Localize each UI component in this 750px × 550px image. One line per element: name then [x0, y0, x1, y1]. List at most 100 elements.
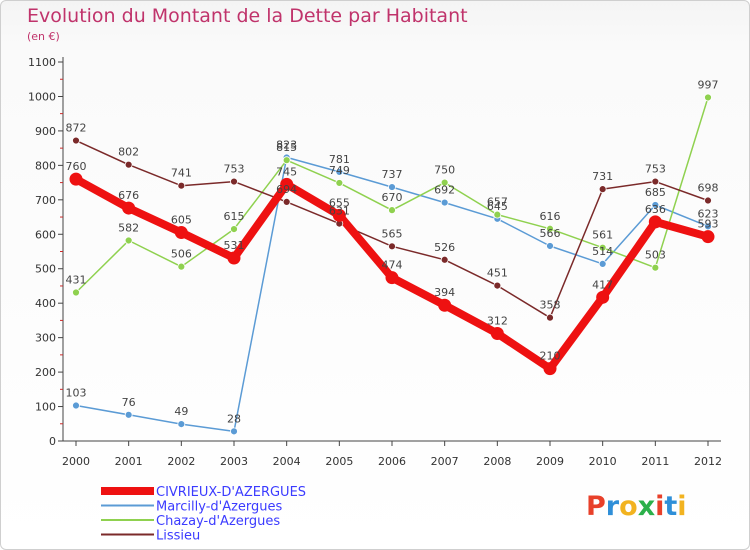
data-label: 676 [118, 189, 139, 202]
data-point [493, 210, 502, 219]
data-label: 802 [118, 146, 139, 159]
data-label: 394 [434, 286, 455, 299]
x-tick-label: 2007 [431, 455, 459, 468]
y-tick-label: 900 [35, 125, 56, 138]
data-point [385, 271, 399, 285]
y-tick-label: 600 [35, 228, 56, 241]
data-label: 417 [592, 278, 613, 291]
logo-letter: i [655, 491, 665, 522]
data-point [598, 260, 607, 268]
data-point [332, 208, 346, 222]
x-tick-label: 2006 [378, 455, 406, 468]
data-point [174, 226, 188, 240]
logo-letter: r [605, 491, 620, 522]
data-point [598, 243, 607, 252]
data-label: 737 [382, 168, 403, 181]
data-label: 605 [171, 214, 192, 227]
data-point [335, 168, 344, 176]
y-tick-label: 700 [35, 194, 56, 207]
data-label: 49 [174, 405, 188, 418]
data-label: 749 [329, 164, 350, 177]
data-point [651, 201, 660, 209]
data-point [388, 183, 396, 191]
data-label: 685 [645, 186, 666, 199]
logo-letter: o [619, 491, 638, 522]
x-tick-label: 2000 [62, 455, 90, 468]
data-label: 615 [224, 210, 245, 223]
x-tick-label: 2011 [641, 455, 669, 468]
data-point [280, 177, 294, 191]
data-point [124, 236, 133, 245]
data-label: 28 [227, 412, 241, 425]
y-tick-label: 0 [49, 435, 56, 448]
logo-letter: t [664, 491, 678, 522]
data-point [72, 136, 80, 145]
data-point [440, 178, 449, 187]
data-point [282, 197, 291, 206]
data-label: 561 [592, 229, 613, 242]
x-tick-label: 2004 [273, 455, 301, 468]
data-label: 760 [66, 160, 87, 173]
chart-data-points [69, 93, 715, 436]
data-label: 745 [276, 165, 297, 178]
data-point [177, 420, 186, 429]
data-point [493, 281, 502, 290]
x-tick-label: 2008 [483, 455, 511, 468]
data-label: 358 [540, 299, 561, 312]
data-point [440, 198, 449, 207]
y-tick-label: 200 [35, 366, 56, 379]
data-label: 566 [540, 227, 561, 240]
data-label: 623 [698, 207, 719, 220]
data-point [543, 362, 557, 376]
data-point [227, 251, 241, 265]
data-label: 741 [171, 167, 192, 180]
data-point [282, 156, 291, 165]
data-point [230, 427, 238, 436]
data-point [124, 160, 133, 169]
data-label: 694 [276, 183, 297, 196]
data-label: 655 [329, 196, 350, 209]
chart-unit-label: (en €) [27, 30, 60, 43]
data-label: 582 [118, 221, 139, 234]
y-tick-label: 300 [35, 332, 56, 345]
data-label: 997 [698, 78, 719, 91]
data-point [122, 201, 136, 215]
x-tick-label: 2001 [115, 455, 143, 468]
data-label: 753 [224, 163, 245, 176]
data-point [596, 290, 610, 304]
data-point [648, 215, 662, 229]
data-point [704, 222, 712, 231]
y-tick-label: 1100 [28, 56, 56, 69]
data-label: 645 [487, 200, 508, 213]
data-point [230, 225, 238, 234]
data-label: 312 [487, 315, 508, 328]
data-label: 815 [276, 141, 297, 154]
data-point [490, 327, 504, 341]
data-label: 692 [434, 184, 455, 197]
data-label: 698 [698, 182, 719, 195]
y-tick-label: 100 [35, 401, 56, 414]
data-label: 103 [66, 387, 87, 400]
data-label: 823 [276, 138, 297, 151]
logo-letter: x [637, 491, 656, 522]
x-tick-label: 2003 [220, 455, 248, 468]
data-label: 631 [329, 205, 350, 218]
data-point [69, 172, 83, 186]
chart-axes: 0 100 200 300 400 500 600 700 800 900 1000 1100 2000… [28, 56, 722, 468]
y-tick-label: 400 [35, 297, 56, 310]
data-label: 431 [66, 274, 87, 287]
data-label: 781 [329, 153, 350, 166]
x-tick-label: 2002 [167, 455, 195, 468]
data-point [124, 410, 133, 419]
data-point [72, 401, 80, 410]
data-point [335, 179, 344, 187]
data-label: 636 [645, 203, 666, 216]
data-point [651, 177, 660, 186]
data-label: 872 [66, 122, 87, 135]
data-label: 506 [171, 248, 192, 261]
data-label: 565 [382, 227, 403, 240]
data-label: 750 [434, 164, 455, 177]
data-point [177, 262, 186, 271]
